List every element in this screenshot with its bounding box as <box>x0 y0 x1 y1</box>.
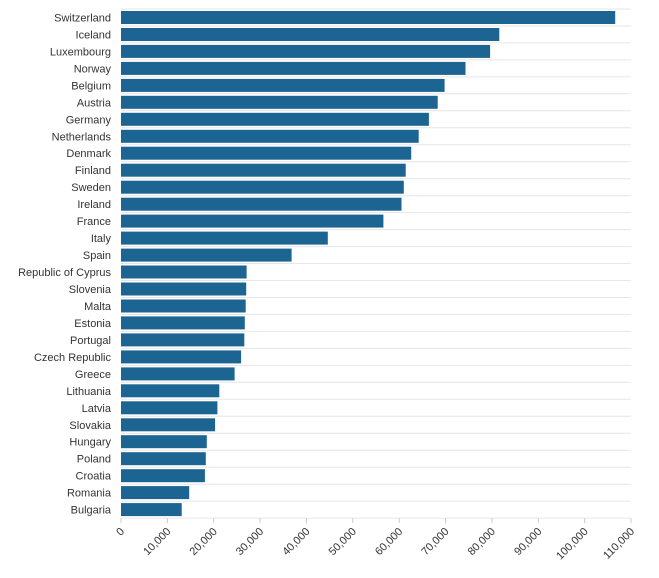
bar-slovakia[interactable] <box>121 418 216 432</box>
x-tick-label: 50,000 <box>327 526 359 558</box>
category-label: Netherlands <box>52 131 112 143</box>
x-tick-label: 30,000 <box>234 526 266 558</box>
bar-germany[interactable] <box>121 112 429 126</box>
category-label: Estonia <box>74 318 112 330</box>
category-labels: Switzerland Iceland Luxembourg Norway Belgiu… <box>18 13 112 517</box>
category-label: Romania <box>67 488 112 500</box>
category-label: Malta <box>84 301 112 313</box>
bar-estonia[interactable] <box>121 316 245 330</box>
bar-latvia[interactable] <box>121 401 218 415</box>
bar-spain[interactable] <box>121 248 292 262</box>
category-label: Iceland <box>76 30 111 42</box>
bar-slovenia[interactable] <box>121 282 247 296</box>
x-tick-label: 110,000 <box>601 526 637 562</box>
bar-lithuania[interactable] <box>121 384 220 398</box>
bar-bulgaria[interactable] <box>121 503 182 517</box>
x-axis-tick-labels: 0 10,000 20,000 30,000 40,000 50,000 60,000 70,… <box>114 526 637 563</box>
category-label: Spain <box>83 250 111 262</box>
x-tick-label: 10,000 <box>141 526 173 558</box>
category-label: Germany <box>66 114 112 126</box>
category-label: Slovakia <box>69 420 111 432</box>
category-label: Latvia <box>82 403 112 415</box>
category-label: Belgium <box>71 80 111 92</box>
bar-croatia[interactable] <box>121 469 205 483</box>
bar-luxembourg[interactable] <box>121 44 491 58</box>
category-label: Hungary <box>69 437 111 449</box>
category-label: Czech Republic <box>34 352 112 364</box>
bar-malta[interactable] <box>121 299 246 313</box>
bar-ireland[interactable] <box>121 197 402 211</box>
bar-sweden[interactable] <box>121 180 404 194</box>
bar-austria[interactable] <box>121 95 438 109</box>
category-label: Ireland <box>77 199 111 211</box>
bar-finland[interactable] <box>121 163 406 177</box>
bar-italy[interactable] <box>121 231 328 245</box>
category-label: Poland <box>77 454 111 466</box>
category-label: Luxembourg <box>50 46 111 58</box>
bar-belgium[interactable] <box>121 78 445 92</box>
category-label: Finland <box>75 165 111 177</box>
category-label: France <box>77 216 111 228</box>
x-tick-label: 90,000 <box>512 526 544 558</box>
category-label: Bulgaria <box>71 505 112 517</box>
category-label: Lithuania <box>66 386 112 398</box>
category-label: Greece <box>75 369 111 381</box>
category-label: Republic of Cyprus <box>18 267 111 279</box>
category-label: Italy <box>91 233 112 245</box>
x-tick-label: 100,000 <box>554 526 591 563</box>
category-label: Norway <box>74 63 112 75</box>
grid-layer <box>120 8 632 524</box>
category-label: Portugal <box>70 335 111 347</box>
x-tick-label: 80,000 <box>466 526 498 558</box>
bar-romania[interactable] <box>121 486 190 500</box>
bar-switzerland[interactable] <box>121 11 616 24</box>
bar-netherlands[interactable] <box>121 129 419 143</box>
x-tick-label: 60,000 <box>373 526 405 558</box>
category-label: Sweden <box>71 182 111 194</box>
category-label: Slovenia <box>69 284 112 296</box>
category-label: Croatia <box>76 471 112 483</box>
bar-greece[interactable] <box>121 367 235 381</box>
x-tick-label: 20,000 <box>188 526 220 558</box>
category-label: Switzerland <box>54 13 111 25</box>
bar-hungary[interactable] <box>121 435 207 449</box>
x-tick-label: 70,000 <box>419 526 451 558</box>
bar-denmark[interactable] <box>121 146 412 160</box>
bar-czech-republic[interactable] <box>121 350 242 364</box>
bar-layer <box>121 11 616 517</box>
category-label: Denmark <box>66 148 111 160</box>
bar-poland[interactable] <box>121 452 206 466</box>
bar-republic-of-cyprus[interactable] <box>121 265 247 279</box>
x-tick-label: 40,000 <box>280 526 312 558</box>
x-tick-label: 0 <box>114 526 127 539</box>
bar-portugal[interactable] <box>121 333 245 347</box>
category-label: Austria <box>77 97 112 109</box>
bar-france[interactable] <box>121 214 384 228</box>
bar-norway[interactable] <box>121 61 466 75</box>
bar-iceland[interactable] <box>121 28 500 41</box>
